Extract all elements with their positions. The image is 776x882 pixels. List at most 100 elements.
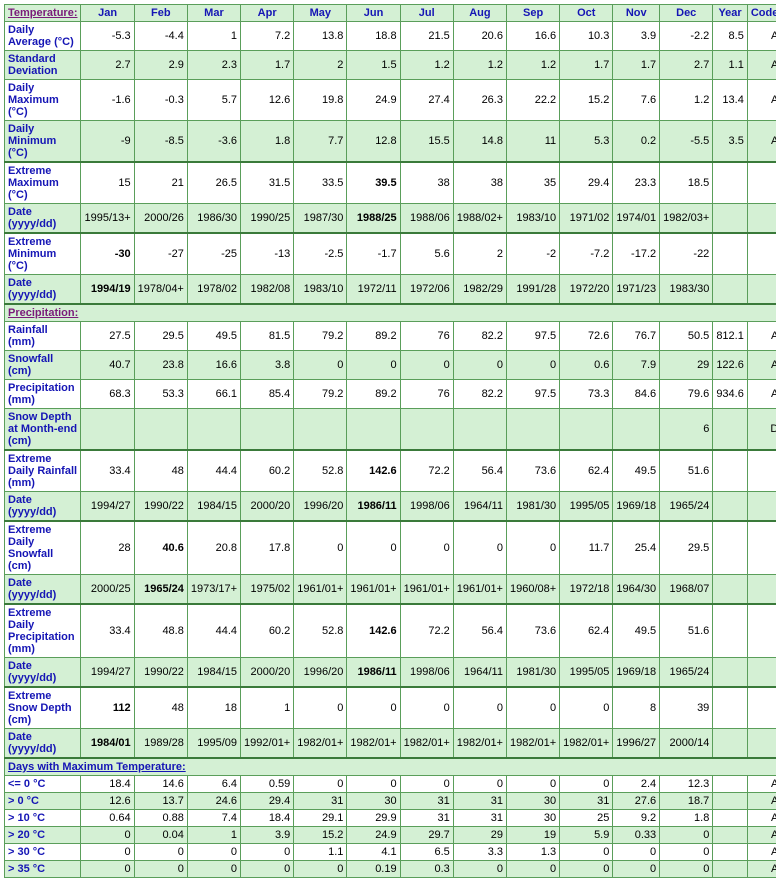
cell: 7.6 [613,80,660,121]
cell: 7.4 [187,810,240,827]
row-label: > 10 °C [5,810,81,827]
cell: 82.2 [453,380,506,409]
cell: -27 [134,233,187,275]
cell: 0.3 [400,861,453,878]
section-title: Days with Maximum Temperature: [5,758,776,776]
cell: 1984/15 [187,658,240,688]
cell: 1965/24 [134,575,187,605]
cell: 51.6 [660,450,713,492]
cell: 0 [613,844,660,861]
cell: 1 [241,687,294,729]
cell: 1 [187,827,240,844]
cell: 89.2 [347,322,400,351]
cell: A [747,793,776,810]
cell: 13.7 [134,793,187,810]
section-link[interactable]: Temperature: [8,7,77,19]
cell: 27.4 [400,80,453,121]
col-header: Sep [506,5,559,22]
cell: 2000/25 [81,575,134,605]
cell: 79.6 [660,380,713,409]
table-row: > 0 °C12.613.724.629.431303131303127.618… [5,793,776,810]
cell: 1973/17+ [187,575,240,605]
cell: 1998/06 [400,492,453,522]
cell: 23.3 [613,162,660,204]
cell: 0 [560,861,613,878]
cell: 29 [660,351,713,380]
cell: 1.7 [560,51,613,80]
cell: 0.33 [613,827,660,844]
cell: 1964/30 [613,575,660,605]
table-row: Extreme Minimum (°C)-30-27-25-13-2.5-1.7… [5,233,776,275]
cell: 29.5 [660,521,713,575]
cell: 40.6 [134,521,187,575]
cell: 1969/18 [613,492,660,522]
cell [506,409,559,451]
cell: -2.2 [660,22,713,51]
row-label: Extreme Daily Rainfall (mm) [5,450,81,492]
cell: 1971/23 [613,275,660,305]
row-label: <= 0 °C [5,776,81,793]
cell: 3.9 [613,22,660,51]
cell: 0 [81,827,134,844]
cell [747,492,776,522]
cell: 8 [613,687,660,729]
cell: 52.8 [294,450,347,492]
cell: 10.3 [560,22,613,51]
cell: -8.5 [134,121,187,163]
cell: 0 [660,861,713,878]
cell: 18.5 [660,162,713,204]
table-row: Extreme Daily Precipitation (mm)33.448.8… [5,604,776,658]
cell: 0 [294,521,347,575]
table-row: Standard Deviation2.72.92.31.721.51.21.2… [5,51,776,80]
cell: 49.5 [187,322,240,351]
row-label: Extreme Maximum (°C) [5,162,81,204]
cell: 1981/30 [506,492,559,522]
col-header: Aug [453,5,506,22]
cell [747,521,776,575]
cell: 84.6 [613,380,660,409]
cell: 0 [453,521,506,575]
cell: 1982/08 [241,275,294,305]
cell: 1.7 [613,51,660,80]
cell: 1978/02 [187,275,240,305]
cell: 1983/10 [294,275,347,305]
table-row: Daily Minimum (°C)-9-8.5-3.61.87.712.815… [5,121,776,163]
cell: 142.6 [347,604,400,658]
cell: 15.2 [560,80,613,121]
table-row: Extreme Maximum (°C)152126.531.533.539.5… [5,162,776,204]
cell: 17.8 [241,521,294,575]
cell: 1.1 [713,51,748,80]
table-row: > 20 °C00.0413.915.224.929.729195.90.330… [5,827,776,844]
cell: 29.9 [347,810,400,827]
cell [713,604,748,658]
cell: 1984/15 [187,492,240,522]
cell: 18 [187,687,240,729]
cell: 1982/01+ [400,729,453,759]
cell: A [747,80,776,121]
table-row: > 10 °C0.640.887.418.429.129.9313130259.… [5,810,776,827]
row-label: Daily Average (°C) [5,22,81,51]
cell: 1988/02+ [453,204,506,234]
cell: 1964/11 [453,492,506,522]
cell: 1983/10 [506,204,559,234]
cell: 1986/11 [347,658,400,688]
cell: 12.8 [347,121,400,163]
cell: 29.5 [134,322,187,351]
cell: 0 [453,776,506,793]
cell [713,658,748,688]
cell: 2.7 [81,51,134,80]
cell: 122.6 [713,351,748,380]
cell: 0 [241,861,294,878]
cell: 6.5 [400,844,453,861]
cell: 76 [400,380,453,409]
climate-table: Temperature:JanFebMarAprMayJunJulAugSepO… [4,4,776,878]
cell: 14.8 [453,121,506,163]
cell: 0 [506,521,559,575]
cell: 0 [660,844,713,861]
cell: 0 [81,844,134,861]
cell: 0 [294,351,347,380]
cell [747,658,776,688]
cell [747,729,776,759]
section-link[interactable]: Precipitation: [8,307,78,319]
cell: 0 [294,861,347,878]
